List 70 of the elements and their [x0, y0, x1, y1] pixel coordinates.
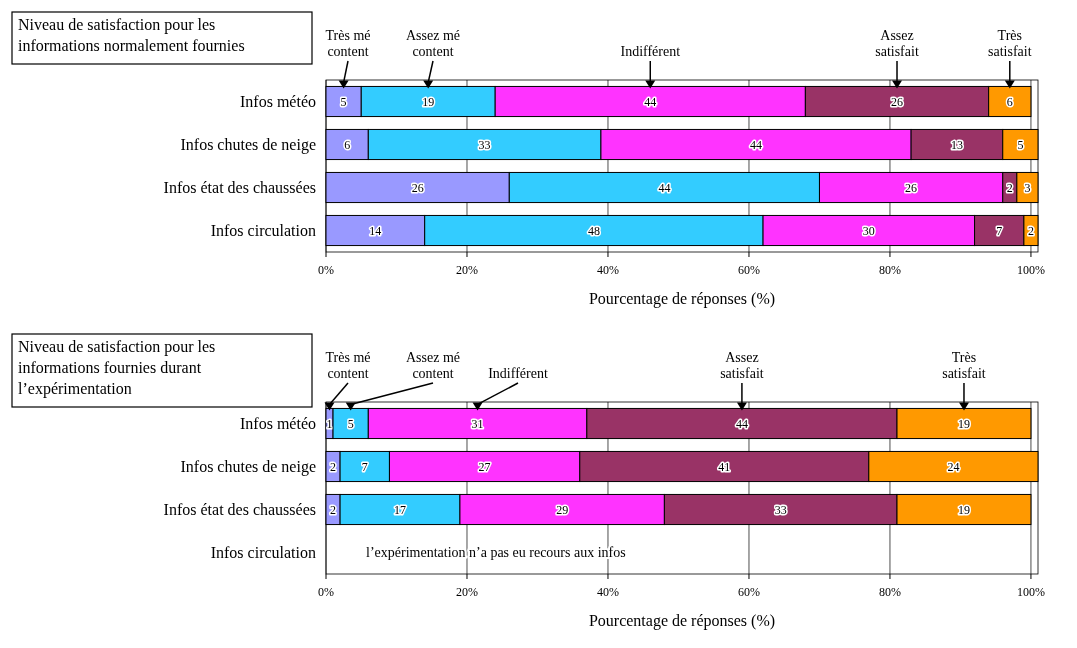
data-label: 19 — [422, 94, 435, 109]
y-tick-label: Infos météo — [240, 93, 316, 111]
x-tick-label: 60% — [737, 263, 760, 277]
data-label: 5 — [347, 416, 354, 431]
data-label: 44 — [644, 94, 657, 109]
x-tick-label: 40% — [596, 585, 619, 599]
data-label: 13 — [950, 137, 963, 152]
x-tick-label: 100% — [1016, 263, 1045, 277]
y-tick-label: Infos circulation — [210, 222, 316, 240]
series-label: Très satisfait — [942, 350, 986, 381]
x-tick-label: 80% — [878, 263, 901, 277]
x-tick-label: 80% — [878, 585, 901, 599]
data-label: 26 — [891, 94, 904, 109]
x-tick-label: 0% — [318, 263, 334, 277]
data-label: 44 — [750, 137, 763, 152]
x-tick-label: 20% — [455, 585, 478, 599]
data-label: 29 — [556, 502, 569, 517]
series-label: Assez satisfait — [720, 350, 764, 381]
data-label: 2 — [330, 502, 337, 517]
data-label: 44 — [735, 416, 748, 431]
annotation: l’expérimentation n’a pas eu recours aux infos — [366, 545, 626, 561]
data-label: 14 — [369, 223, 382, 238]
text: Niveau de satisfaction pour les informations fournies durant l’expérimentation — [18, 338, 216, 398]
series-label: Indifférent — [620, 44, 681, 59]
series-label: Très satisfait — [988, 28, 1032, 59]
data-label: 6 — [344, 137, 351, 152]
data-label: 5 — [1017, 137, 1024, 152]
data-label: 6 — [1006, 94, 1013, 109]
series-label: Indifférent — [488, 366, 548, 381]
x-tick-label: 0% — [318, 585, 334, 599]
text: Assez mé content — [405, 350, 461, 381]
data-label: 2 — [330, 459, 337, 474]
x-axis-title: Pourcentage de réponses (%) — [588, 290, 776, 308]
data-label: 26 — [411, 180, 424, 195]
data-label: 17 — [394, 502, 407, 517]
data-label: 19 — [957, 416, 970, 431]
x-axis-title: Pourcentage de réponses (%) — [588, 612, 776, 630]
data-label: 48 — [587, 223, 600, 238]
data-label: 44 — [658, 180, 671, 195]
x-tick-label: 40% — [596, 263, 619, 277]
data-label: 2 — [1006, 180, 1013, 195]
data-label: 31 — [471, 416, 484, 431]
series-label: Assez satisfait — [875, 28, 919, 59]
data-label: 26 — [905, 180, 918, 195]
y-tick-label: Infos état des chaussées — [163, 179, 316, 197]
data-label: 27 — [478, 459, 491, 474]
data-label: 7 — [996, 223, 1003, 238]
series-label: Assez mé content — [405, 28, 461, 59]
data-label: 3 — [1024, 180, 1031, 195]
data-label: 33 — [478, 137, 491, 152]
x-tick-label: 20% — [455, 263, 478, 277]
y-tick-label: Infos chutes de neige — [180, 136, 316, 155]
data-label: 30 — [862, 223, 875, 238]
x-tick-label: 100% — [1016, 585, 1045, 599]
data-label: 24 — [947, 459, 960, 474]
data-label: 5 — [340, 94, 347, 109]
series-label: Très mé content — [325, 350, 371, 381]
data-label: 33 — [774, 502, 787, 517]
y-tick-label: Infos état des chaussées — [163, 501, 316, 519]
data-label: 7 — [361, 459, 368, 474]
data-label: 2 — [1027, 223, 1034, 238]
data-label: 41 — [718, 459, 731, 474]
y-tick-label: Infos circulation — [210, 544, 316, 562]
y-tick-label: Infos météo — [240, 415, 316, 433]
series-label: Très mé content — [325, 28, 371, 59]
text: Niveau de satisfaction pour les informations normalement fournies — [18, 16, 245, 54]
data-label: 1 — [326, 416, 333, 431]
x-tick-label: 60% — [737, 585, 760, 599]
data-label: 19 — [957, 502, 970, 517]
y-tick-label: Infos chutes de neige — [180, 458, 316, 477]
